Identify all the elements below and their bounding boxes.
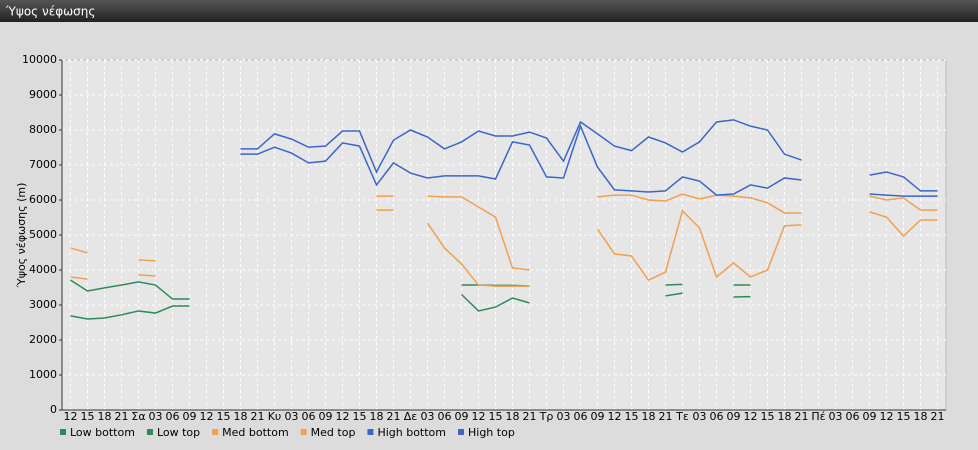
- plot-area: [61, 59, 947, 411]
- legend-label: Low bottom: [70, 426, 135, 439]
- x-tick-label: 21: [251, 410, 265, 423]
- x-tick-label: 06: [574, 410, 588, 423]
- y-axis-label: Ύψος νέφωσης (m): [15, 183, 28, 289]
- x-tick-label: 18: [506, 410, 520, 423]
- x-tick-label: 09: [455, 410, 469, 423]
- y-tick-label: 10000: [22, 53, 57, 66]
- y-tick-label: 2000: [29, 333, 57, 346]
- x-tick-label: 15: [489, 410, 503, 423]
- x-tick-label: 21: [387, 410, 401, 423]
- legend-swatch: [60, 429, 66, 435]
- y-tick-label: 8000: [29, 123, 57, 136]
- y-tick-label: 4000: [29, 263, 57, 276]
- y-tick-label: 0: [50, 403, 57, 416]
- x-tick-label: 15: [353, 410, 367, 423]
- x-tick-label: Τρ: [539, 410, 554, 423]
- x-tick-label: Τε: [675, 410, 689, 423]
- x-tick-label: 03: [149, 410, 163, 423]
- series-line: [240, 123, 938, 197]
- x-tick-label: Δε: [404, 410, 418, 423]
- x-tick-label: 03: [421, 410, 435, 423]
- x-tick-label: 21: [523, 410, 537, 423]
- x-tick-label: 12: [472, 410, 486, 423]
- x-tick-label: 21: [795, 410, 809, 423]
- legend-swatch: [300, 429, 307, 435]
- x-tick-label: 21: [931, 410, 945, 423]
- x-tick-label: 12: [608, 410, 622, 423]
- x-tick-label: 12: [64, 410, 78, 423]
- x-tick-label: 09: [591, 410, 605, 423]
- x-tick-label: 03: [693, 410, 707, 423]
- x-tick-label: 09: [183, 410, 197, 423]
- x-tick-label: 12: [200, 410, 214, 423]
- y-tick-label: 1000: [29, 368, 57, 381]
- x-tick-label: 18: [778, 410, 792, 423]
- x-tick-label: 12: [744, 410, 758, 423]
- x-tick-label: 06: [166, 410, 180, 423]
- x-tick-label: 21: [659, 410, 673, 423]
- legend-swatch: [367, 429, 374, 435]
- x-tick-label: 12: [880, 410, 894, 423]
- y-tick-label: 3000: [29, 298, 57, 311]
- title-bar: [0, 0, 978, 22]
- x-tick-label: Πέ: [811, 410, 825, 423]
- series-line: [70, 209, 938, 287]
- x-tick-label: Σα: [131, 410, 145, 423]
- y-tick-label: 9000: [29, 88, 57, 101]
- x-tick-label: 06: [846, 410, 860, 423]
- legend-swatch: [146, 429, 153, 435]
- legend-label: High top: [468, 426, 515, 439]
- x-tick-label: 03: [285, 410, 299, 423]
- x-tick-label: 12: [336, 410, 350, 423]
- x-tick-label: 21: [115, 410, 129, 423]
- x-tick-label: 18: [914, 410, 928, 423]
- legend-swatch: [212, 429, 219, 435]
- legend-label: High bottom: [377, 426, 446, 439]
- x-tick-label: 09: [863, 410, 877, 423]
- x-tick-label: 03: [557, 410, 571, 423]
- x-tick-label: 06: [710, 410, 724, 423]
- x-tick-label: 06: [438, 410, 452, 423]
- legend-label: Med top: [311, 426, 356, 439]
- series-line: [70, 193, 938, 271]
- x-tick-label: 03: [829, 410, 843, 423]
- x-tick-label: 18: [98, 410, 112, 423]
- x-tick-label: 15: [217, 410, 231, 423]
- x-tick-label: 15: [761, 410, 775, 423]
- x-tick-label: 15: [897, 410, 911, 423]
- y-tick-label: 7000: [29, 158, 57, 171]
- x-tick-label: 09: [727, 410, 741, 423]
- series-line: [70, 292, 751, 320]
- x-tick-label: 09: [319, 410, 333, 423]
- y-tick-label: 5000: [29, 228, 57, 241]
- x-tick-label: 18: [642, 410, 656, 423]
- x-tick-label: 18: [234, 410, 248, 423]
- x-tick-label: 15: [625, 410, 639, 423]
- x-tick-label: 06: [302, 410, 316, 423]
- legend-label: Low top: [157, 426, 200, 439]
- y-tick-label: 6000: [29, 193, 57, 206]
- series-line: [240, 119, 938, 192]
- x-tick-label: 15: [81, 410, 95, 423]
- legend-swatch: [458, 429, 464, 435]
- x-tick-label: Κυ: [268, 410, 282, 423]
- chart-title: Ύψος νέφωσης: [5, 5, 95, 19]
- legend-label: Med bottom: [222, 426, 289, 439]
- x-tick-label: 18: [370, 410, 384, 423]
